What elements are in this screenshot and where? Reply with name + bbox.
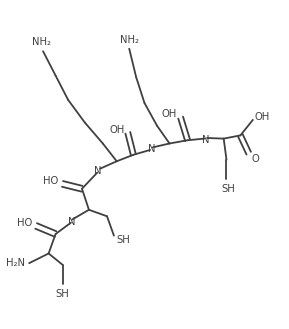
Text: OH: OH: [161, 109, 177, 119]
Text: SH: SH: [56, 289, 69, 299]
Text: NH₂: NH₂: [32, 38, 51, 47]
Text: N: N: [68, 217, 75, 227]
Text: SH: SH: [221, 184, 235, 194]
Text: SH: SH: [117, 235, 130, 244]
Text: OH: OH: [110, 125, 125, 135]
Text: O: O: [251, 154, 259, 164]
Text: OH: OH: [254, 112, 270, 122]
Text: N: N: [94, 166, 102, 176]
Text: NH₂: NH₂: [120, 35, 139, 45]
Text: N: N: [148, 144, 155, 154]
Text: H₂N: H₂N: [6, 258, 25, 268]
Text: N: N: [202, 135, 210, 145]
Text: HO: HO: [17, 218, 32, 228]
Text: HO: HO: [43, 176, 58, 186]
